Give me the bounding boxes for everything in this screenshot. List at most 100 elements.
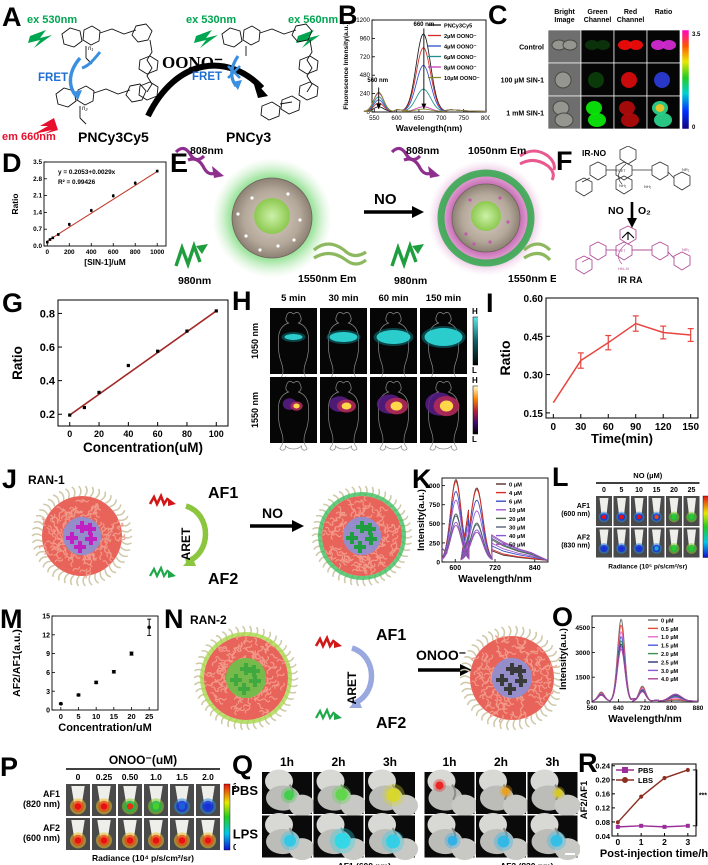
- y-tick-label: 250: [429, 540, 440, 547]
- x-tick-label: 800: [666, 705, 677, 712]
- panel-q-cell-0-3: [425, 769, 478, 816]
- col-label-0: 0: [76, 772, 81, 782]
- compound-name-right: PNCy3: [226, 129, 271, 145]
- tube-cell-1-4: [170, 818, 194, 850]
- panel-o-ylabel: Intensity(a.u.): [558, 628, 569, 690]
- x-tick-label: 600: [108, 249, 119, 256]
- panel-r-ylabel: AF2/AF1: [579, 780, 590, 819]
- panel-c-cell-0-0: [548, 30, 581, 63]
- legend-label-1: 0.5 µM: [661, 627, 679, 633]
- molecule-label-n2: n₂: [82, 106, 88, 112]
- tube-cell-0-5: [684, 496, 700, 526]
- panel-k-label: K: [412, 466, 432, 493]
- right-1050-label: 1050nm Em: [468, 146, 526, 157]
- y-tick-label: 15: [42, 614, 50, 621]
- panel-h-cell-0-0: [270, 308, 317, 381]
- datapoint-0-3: [686, 824, 690, 828]
- y-tick-label: 3.5: [33, 159, 42, 166]
- tube-cell-1-4: [666, 528, 682, 558]
- datapoint-1: [49, 238, 52, 241]
- x-tick-label: 640: [613, 705, 624, 712]
- y-tick-label: 2.8: [33, 176, 42, 183]
- y-tick-label: 0.12: [595, 804, 610, 813]
- panel-r-significance: ***: [699, 792, 707, 799]
- panel-b-xlabel: Wavelength(nm): [396, 123, 463, 133]
- panel-j-aret-text-left: ARET: [179, 527, 193, 560]
- x-tick-label: 600: [449, 565, 461, 572]
- panel-h-cell-1-3: [420, 377, 467, 450]
- tube-cell-0-1: [92, 784, 116, 816]
- tube-cell-1-0: [596, 528, 612, 558]
- y-tick-label: 0.8: [40, 308, 55, 320]
- x-tick-label: 600: [391, 115, 402, 122]
- no-reagent-label: NO: [608, 205, 624, 217]
- row-sublabel-0: (600 nm): [561, 511, 590, 518]
- left-980-label: 980nm: [178, 275, 211, 286]
- right-980-label: 980nm: [394, 275, 427, 286]
- col-label-0: 0: [602, 487, 606, 494]
- legend-label-0: PNCy3Cy5: [444, 23, 472, 29]
- panel-q-row-0: PBS: [232, 783, 258, 798]
- panel-c-col-header-sub-1: Channel: [584, 17, 612, 24]
- panel-o-xlabel: Wavelength/nm: [608, 714, 682, 725]
- panel-q-col-5: 3h: [545, 755, 559, 769]
- ir-ra-structure: FRET HN–N NR₂: [576, 226, 690, 274]
- molecule-label-n1: n₁: [88, 46, 93, 52]
- y-tick-label: 0.2: [40, 409, 55, 421]
- panel-e-arrow-label: NO: [374, 191, 397, 208]
- y-tick-label: 4500: [575, 625, 590, 632]
- panel-e-label: E: [170, 150, 188, 177]
- legend-label-4: 8µM OONO⁻: [444, 65, 477, 71]
- reaction-label: OONO⁻: [162, 53, 223, 72]
- datapoint-0-1: [639, 824, 643, 828]
- panel-c-cell-1-1: [581, 63, 614, 96]
- x-tick-label: 1000: [150, 249, 165, 256]
- panel-q-col-1: 2h: [331, 755, 345, 769]
- panel-g-label: G: [2, 290, 23, 317]
- panel-l-label: L: [552, 464, 569, 491]
- panel-m-ylabel: AF2/AF1(a.u.): [11, 629, 23, 697]
- panel-q-cell-1-3: [425, 813, 478, 860]
- panel-n-np-before: [194, 626, 298, 730]
- panel-g-ylabel: Ratio: [10, 346, 25, 380]
- panel-h-cell-1-1: [320, 377, 367, 450]
- panel-h-cell-0-2: [370, 308, 417, 381]
- panel-n-arrow-label: ONOO⁻: [416, 647, 466, 663]
- x-tick-label: 650: [414, 115, 425, 122]
- datapoint-4: [68, 223, 71, 226]
- panel-d-chart: 0 200 400 600 800 10000.00.71.42.12.83.5[SIN-…: [0, 148, 176, 283]
- x-tick-label: 720: [640, 705, 651, 712]
- panel-r-label: R: [578, 750, 598, 777]
- y-tick-label: 0.4: [40, 376, 56, 388]
- datapoint-3: [57, 233, 60, 236]
- x-tick-label: 0: [59, 712, 63, 721]
- panel-j-af1-arrow-left: [150, 496, 176, 506]
- panel-c-cell-2-1: [581, 96, 614, 129]
- col-label-2: 0.50: [122, 772, 139, 782]
- tube-cell-1-2: [118, 818, 142, 850]
- y-tick-label: 0.08: [595, 818, 610, 827]
- legend-label-2: 6 µM: [509, 500, 522, 506]
- panel-d-r2: R² = 0.99426: [58, 179, 96, 186]
- panel-e: E 808nm 980nm 155: [168, 146, 556, 286]
- panel-k-chart: 600 720 84002505007501000Wavelength/nmInte…: [412, 464, 558, 610]
- x-tick-label: 20: [94, 429, 104, 439]
- legend-label-5: 10µM OONO⁻: [444, 76, 480, 82]
- annot-label-560: 560 nm: [367, 78, 388, 84]
- y-tick-label: 0: [586, 699, 590, 706]
- panel-c-row-label-0: Control: [519, 45, 544, 52]
- panel-q-col-4: 2h: [494, 755, 508, 769]
- y-tick-label: 0.60: [524, 294, 544, 305]
- panel-q-cell-0-0: [262, 769, 315, 816]
- tube-cell-0-0: [596, 496, 612, 526]
- panel-c-row-label-2: 1 mM SIN-1: [506, 111, 544, 118]
- datapoint-1-3: [686, 768, 690, 772]
- datapoint-4: [130, 652, 134, 656]
- x-tick-label: 2: [662, 837, 667, 847]
- reaction-arrowhead: [252, 78, 268, 98]
- legend-label-6: 3.0 µM: [661, 669, 679, 675]
- tube-cell-0-2: [631, 496, 647, 526]
- panel-d-ylabel: Ratio: [10, 194, 20, 215]
- panel-c-colorbar: [682, 30, 689, 129]
- excitation-label-left: ex 530nm: [27, 14, 77, 26]
